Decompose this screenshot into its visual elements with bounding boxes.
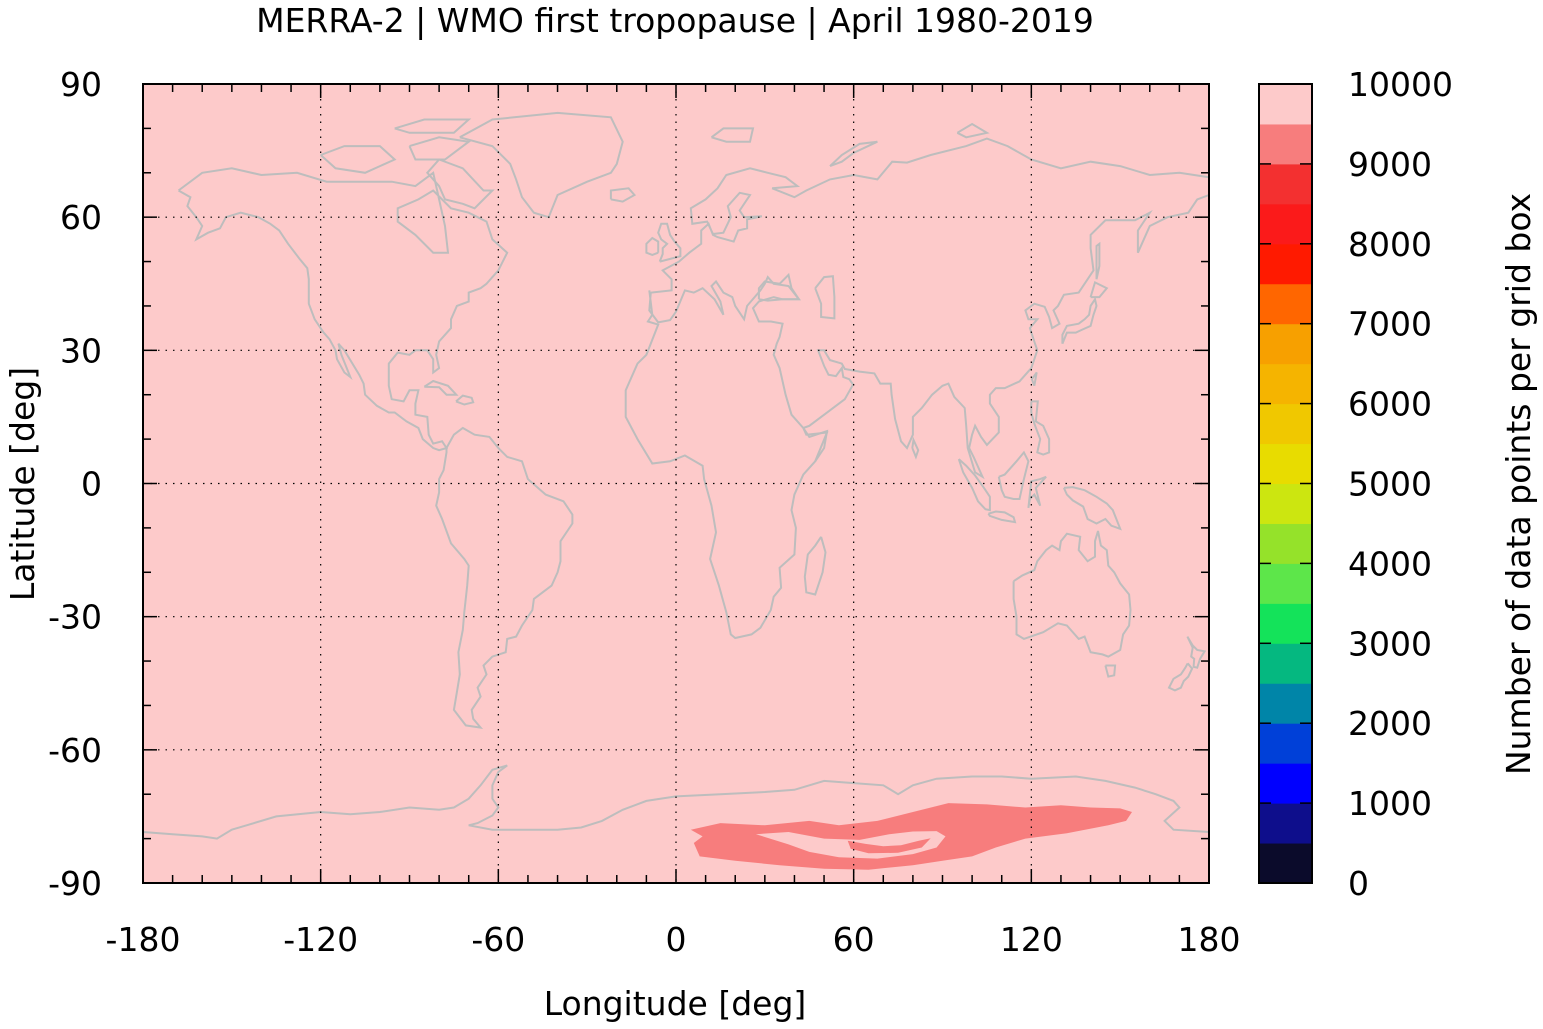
colorbar-bin — [1259, 603, 1312, 644]
colorbar-bin — [1259, 163, 1312, 205]
anomaly-region-inner — [847, 838, 931, 854]
x-tick-label: 180 — [1178, 920, 1241, 959]
coastline-eurasia-africa — [624, 137, 1210, 640]
colorbar-label: Number of data points per grid box — [1499, 193, 1538, 775]
colorbar-tick-label: 7000 — [1348, 305, 1432, 344]
coastline-borneo — [997, 450, 1030, 500]
colorbar-tick-label: 1000 — [1348, 784, 1432, 823]
coastline-ireland — [645, 236, 660, 256]
x-tick-label: -180 — [106, 920, 181, 959]
coastline-caspian — [814, 275, 836, 320]
coastline-eurasia-east — [802, 194, 1210, 480]
coastline-africa-east-horn — [802, 427, 829, 462]
coastline-new-zealand-north — [1186, 636, 1207, 669]
y-axis-label: Latitude [deg] — [3, 367, 42, 601]
colorbar-tick-label: 9000 — [1348, 145, 1432, 184]
colorbar-bin — [1259, 643, 1312, 684]
coastline-svalbard — [710, 127, 755, 143]
plot-frame — [142, 83, 1210, 884]
y-tick-label: 0 — [81, 465, 102, 504]
colorbar-bin — [1259, 203, 1312, 245]
y-tick-label: -90 — [48, 864, 102, 903]
x-tick-label: 0 — [666, 920, 687, 959]
coastline-south-america — [435, 426, 574, 729]
colorbar-tick-label: 3000 — [1348, 624, 1432, 663]
coastline-caribbean-cuba — [423, 379, 459, 396]
coastline-north-america — [177, 167, 509, 452]
colorbar-bin — [1259, 84, 1312, 125]
coastline-new-guinea — [1062, 486, 1122, 531]
colorbar-tick-label: 10000 — [1348, 65, 1453, 104]
colorbar-bin — [1259, 683, 1312, 724]
grid — [143, 84, 1209, 883]
coastline-caribbean-hispaniola — [455, 394, 475, 406]
colorbar-tick-label: 4000 — [1348, 544, 1432, 583]
coastline-java — [987, 510, 1017, 524]
colorbar-bin — [1259, 763, 1312, 804]
y-tick-label: -60 — [48, 731, 102, 770]
x-axis-label: Longitude [deg] — [544, 984, 807, 1023]
colorbar-bin — [1259, 243, 1312, 285]
coastline-baffin — [425, 158, 495, 210]
coastline-antarctica — [142, 764, 1210, 840]
coastline-iceland — [609, 187, 637, 203]
coastline-severnaya — [956, 122, 990, 139]
colorbar-tick-label: 2000 — [1348, 704, 1432, 743]
x-tick-label: 120 — [1000, 920, 1063, 959]
colorbar-tick-label: 8000 — [1348, 225, 1432, 264]
coastline-australia — [1012, 530, 1132, 658]
coastline-madagascar — [803, 536, 827, 596]
colorbar: 1000090008000700060005000400030002000100… — [1258, 65, 1453, 903]
coastline-british-isles — [657, 222, 682, 263]
colorbar-bin — [1259, 843, 1312, 884]
coastline-sakhalin — [1095, 241, 1101, 280]
colorbar-bin — [1259, 443, 1312, 484]
colorbar-tick-label: 5000 — [1348, 465, 1432, 504]
y-tick-label: 30 — [60, 331, 102, 370]
colorbar-bin — [1259, 123, 1312, 165]
colorbar-bin — [1259, 483, 1312, 524]
coastline-philippines — [1030, 400, 1051, 456]
colorbar-bin — [1259, 323, 1312, 365]
coastline-greenland — [459, 111, 624, 219]
tick-labels: -180 -120 -60 0 60 120 180 90 60 30 0 -30 -60 -90 — [48, 65, 1240, 959]
coastline-hokkaido — [1089, 280, 1109, 299]
y-tick-label: 90 — [60, 65, 102, 104]
coastlines — [142, 111, 1210, 840]
colorbar-tick-label: 6000 — [1348, 385, 1432, 424]
y-tick-label: -30 — [48, 598, 102, 637]
coastline-arctic-islands-1 — [320, 145, 397, 174]
coastline-new-zealand-south — [1167, 662, 1194, 692]
y-tick-label: 60 — [60, 198, 102, 237]
x-tick-label: -120 — [283, 920, 358, 959]
coastline-black-sea — [757, 272, 801, 302]
ticks — [142, 83, 1210, 884]
coastline-japan — [1061, 296, 1098, 345]
coastline-tasmania — [1104, 664, 1117, 678]
coastline-sumatra — [957, 458, 991, 512]
colorbar-bin — [1259, 403, 1312, 445]
colorbar-bin — [1259, 563, 1312, 604]
colorbar-bin — [1259, 283, 1312, 325]
x-tick-label: 60 — [833, 920, 875, 959]
colorbar-bin — [1259, 723, 1312, 764]
chart-title: MERRA-2 | WMO first tropopause | April 1… — [256, 1, 1094, 40]
coastline-arctic-islands-2 — [408, 136, 472, 161]
colorbar-bin — [1259, 363, 1312, 405]
colorbar-bin — [1259, 523, 1312, 564]
colorbar-tick-label: 0 — [1348, 864, 1369, 903]
x-tick-label: -60 — [471, 920, 525, 959]
coastline-taiwan — [1030, 371, 1038, 387]
coastline-sri-lanka — [911, 436, 920, 460]
coastline-novaya-zemlya — [829, 140, 878, 168]
colorbar-bin — [1259, 803, 1312, 844]
coastline-arctic-islands-3 — [394, 118, 472, 134]
anomaly-region — [690, 803, 1132, 870]
